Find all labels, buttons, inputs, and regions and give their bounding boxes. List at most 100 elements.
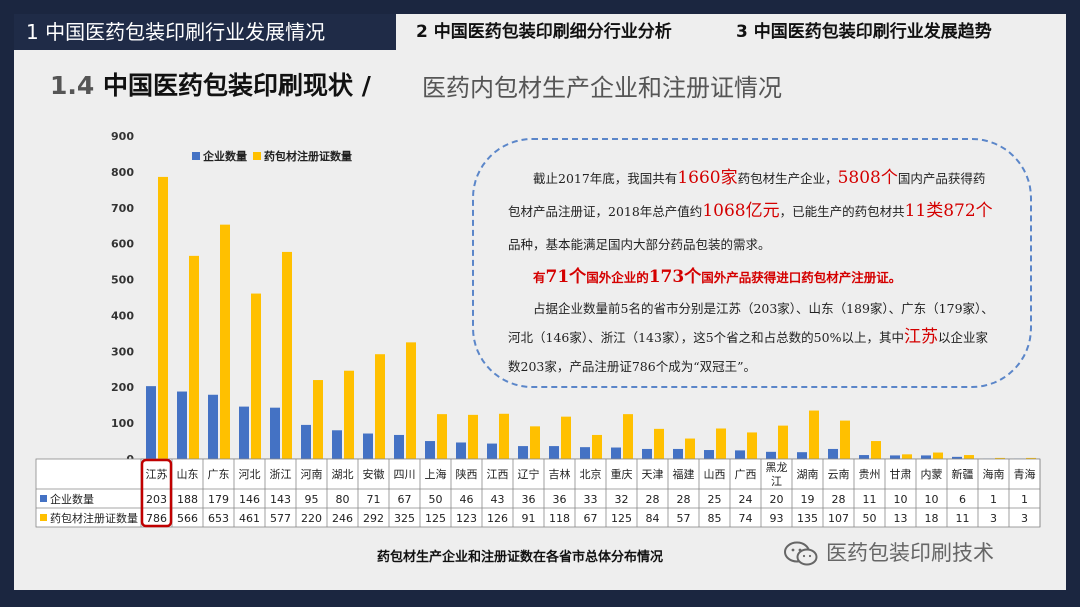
bar-enterprise-count bbox=[394, 434, 404, 459]
data-label-enterprise: 143 bbox=[270, 493, 291, 506]
legend-label-registration: 药包材注册证数量 bbox=[264, 149, 352, 163]
bar-registration-count bbox=[437, 414, 447, 459]
x-tick-label: 辽宁 bbox=[518, 467, 540, 481]
bar-enterprise-count bbox=[301, 424, 311, 459]
x-tick-label: 海南 bbox=[983, 467, 1005, 481]
bar-registration-count bbox=[933, 452, 943, 459]
data-label-enterprise: 43 bbox=[491, 493, 505, 506]
data-label-registration: 125 bbox=[611, 512, 632, 525]
y-tick-label: 400 bbox=[111, 309, 134, 322]
data-label-enterprise: 20 bbox=[770, 493, 784, 506]
bar-registration-count bbox=[623, 414, 633, 459]
x-tick-label: 湖南 bbox=[797, 468, 819, 481]
x-tick-label: 安徽 bbox=[363, 467, 385, 481]
data-label-enterprise: 6 bbox=[959, 493, 966, 506]
y-tick-label: 900 bbox=[111, 130, 134, 143]
x-tick-label: 河北 bbox=[239, 468, 261, 481]
data-label-enterprise: 146 bbox=[239, 493, 260, 506]
chart: 0100200300400500600700800900企业数量药包材注册证数量… bbox=[35, 130, 1041, 528]
bar-registration-count bbox=[344, 370, 354, 459]
x-tick-label: 甘肃 bbox=[890, 468, 912, 481]
data-label-registration: 11 bbox=[956, 512, 970, 525]
table-swatch-enterprise bbox=[40, 495, 47, 502]
bar-registration-count bbox=[685, 438, 695, 459]
data-label-enterprise: 19 bbox=[801, 493, 815, 506]
bar-enterprise-count bbox=[735, 450, 745, 459]
x-tick-label: 陕西 bbox=[456, 467, 478, 481]
x-tick-label: 天津 bbox=[642, 468, 664, 481]
bar-registration-count bbox=[654, 428, 664, 459]
wechat-icon bbox=[784, 541, 818, 566]
callout-paragraph-1: 截止2017年底，我国共有1660家药包材生产企业，5808个国内产品获得药包材… bbox=[508, 168, 993, 252]
data-label-registration: 566 bbox=[177, 512, 198, 525]
bar-enterprise-count bbox=[456, 442, 466, 459]
data-label-registration: 91 bbox=[522, 512, 536, 525]
data-label-registration: 74 bbox=[739, 512, 753, 525]
bar-registration-count bbox=[251, 293, 261, 459]
bar-registration-count bbox=[499, 413, 509, 459]
data-label-registration: 3 bbox=[1021, 512, 1028, 525]
legend-label-enterprise: 企业数量 bbox=[202, 149, 247, 163]
data-label-registration: 653 bbox=[208, 512, 229, 525]
bar-enterprise-count bbox=[363, 433, 373, 459]
data-label-registration: 13 bbox=[894, 512, 908, 525]
x-tick-label: 浙江 bbox=[270, 468, 292, 481]
title-text: 中国医药包装印刷现状 / bbox=[103, 71, 371, 100]
x-tick-label: 江苏 bbox=[146, 468, 168, 481]
data-label-registration: 57 bbox=[677, 512, 691, 525]
bar-registration-count bbox=[313, 380, 323, 459]
bar-enterprise-count bbox=[704, 450, 714, 459]
data-label-registration: 67 bbox=[584, 512, 598, 525]
y-tick-label: 700 bbox=[111, 202, 134, 215]
bar-enterprise-count bbox=[239, 406, 249, 459]
data-label-enterprise: 71 bbox=[367, 493, 381, 506]
data-label-enterprise: 24 bbox=[739, 493, 753, 506]
x-tick-label: 黑龙 bbox=[766, 461, 788, 474]
bar-registration-count bbox=[406, 342, 416, 459]
bar-registration-count bbox=[747, 432, 757, 459]
data-label-registration: 292 bbox=[363, 512, 384, 525]
data-label-enterprise: 50 bbox=[429, 493, 443, 506]
bar-registration-count bbox=[561, 416, 571, 459]
nav-tab-active[interactable]: 1 中国医药包装印刷行业发展情况 bbox=[14, 14, 396, 50]
bar-enterprise-count bbox=[177, 391, 187, 459]
x-tick-label: 山东 bbox=[177, 468, 199, 481]
x-tick-label: 山西 bbox=[704, 468, 726, 481]
bar-enterprise-count bbox=[611, 447, 621, 459]
bar-enterprise-count bbox=[332, 430, 342, 459]
bar-registration-count bbox=[840, 420, 850, 459]
bar-registration-count bbox=[778, 425, 788, 459]
y-tick-label: 100 bbox=[111, 417, 134, 430]
bar-registration-count bbox=[716, 428, 726, 459]
bar-enterprise-count bbox=[673, 448, 683, 459]
x-tick-label: 贵州 bbox=[859, 468, 881, 481]
x-tick-label: 青海 bbox=[1014, 467, 1036, 481]
nav-tab-3[interactable]: 3 中国医药包装印刷行业发展趋势 bbox=[736, 22, 992, 42]
data-label-enterprise: 28 bbox=[832, 493, 846, 506]
x-tick-label: 广西 bbox=[735, 468, 757, 481]
bar-enterprise-count bbox=[797, 452, 807, 459]
bar-registration-count bbox=[189, 255, 199, 459]
data-label-registration: 461 bbox=[239, 512, 260, 525]
data-label-registration: 107 bbox=[828, 512, 849, 525]
data-label-enterprise: 28 bbox=[677, 493, 691, 506]
x-tick-label: 云南 bbox=[828, 468, 850, 481]
bar-enterprise-count bbox=[146, 386, 156, 459]
data-label-enterprise: 46 bbox=[460, 493, 474, 506]
callout-paragraph-3: 占据企业数量前5名的省市分别是江苏（203家）、山东（189家）、广东（179家… bbox=[508, 301, 994, 374]
data-label-enterprise: 36 bbox=[553, 493, 567, 506]
bar-registration-count bbox=[592, 434, 602, 459]
legend-swatch-enterprise bbox=[192, 152, 200, 160]
data-label-registration: 3 bbox=[990, 512, 997, 525]
table-swatch-registration bbox=[40, 514, 47, 521]
bar-enterprise-count bbox=[487, 443, 497, 459]
x-tick-label: 福建 bbox=[673, 467, 695, 481]
nav-tab-2[interactable]: 2 中国医药包装印刷细分行业分析 bbox=[416, 22, 672, 42]
bar-registration-count bbox=[530, 426, 540, 459]
data-label-registration: 50 bbox=[863, 512, 877, 525]
x-tick-label: 江西 bbox=[487, 468, 509, 481]
x-tick-label: 湖北 bbox=[332, 468, 354, 481]
data-label-registration: 786 bbox=[146, 512, 167, 525]
data-label-registration: 577 bbox=[270, 512, 291, 525]
table-row-label-registration: 药包材注册证数量 bbox=[50, 511, 138, 525]
